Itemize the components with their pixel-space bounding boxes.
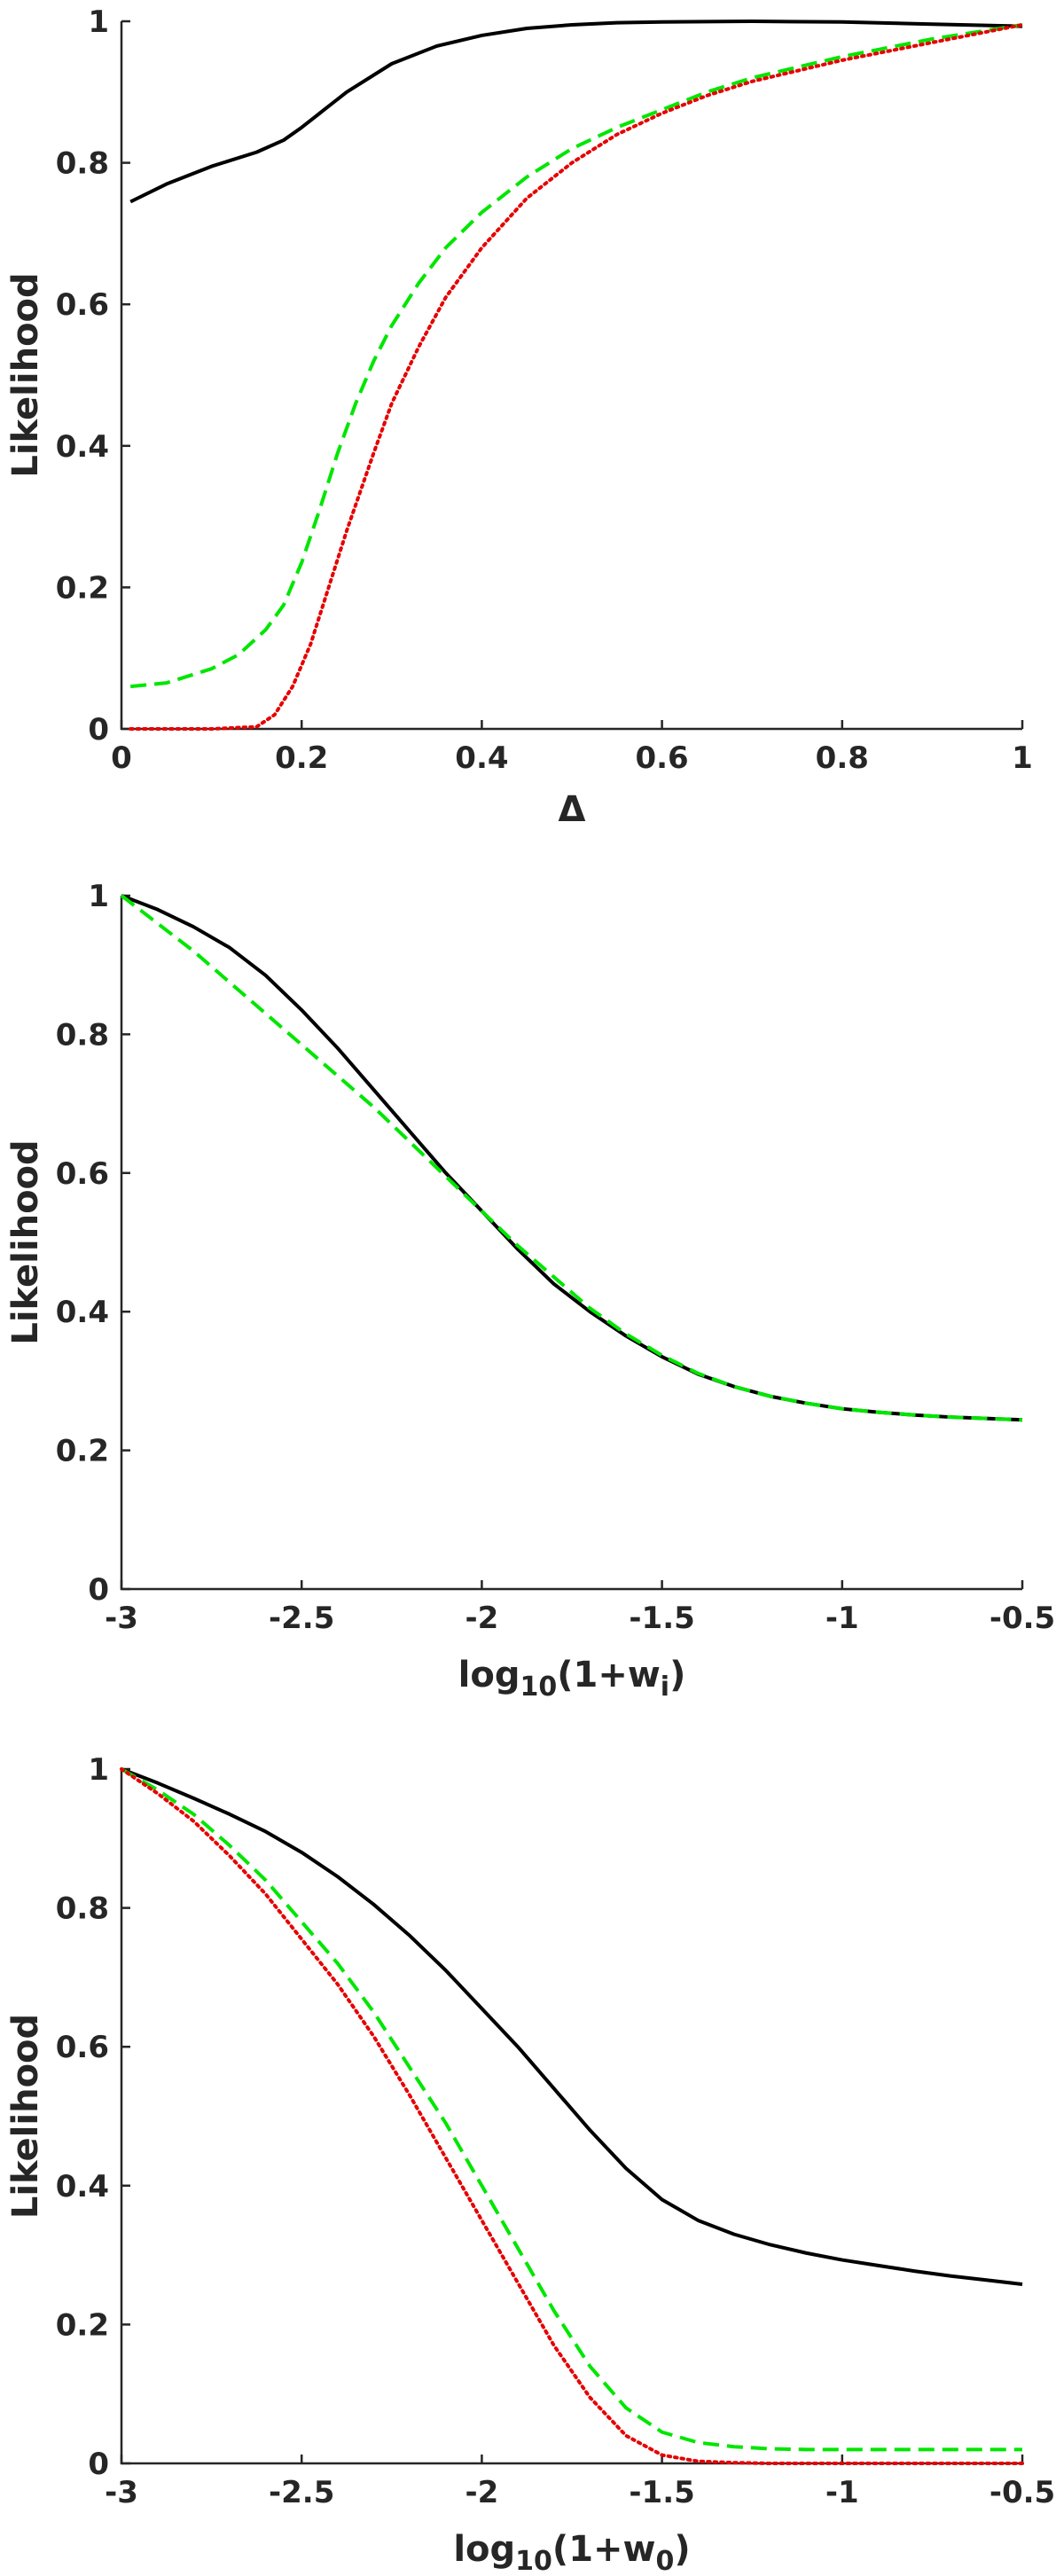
- x-axis-label-subscript: 10: [520, 1672, 557, 1703]
- y-tick-label: 0.6: [56, 1156, 109, 1192]
- series-line-solid: [121, 894, 1023, 1422]
- x-tick-label: 0.4: [455, 740, 508, 776]
- x-axis-label-part: ): [669, 1655, 685, 1695]
- x-tick-label: -0.5: [990, 2475, 1055, 2510]
- axes: [120, 21, 1022, 731]
- axes: [120, 896, 1022, 1591]
- x-tick-label: 0: [111, 740, 132, 776]
- x-axis-label-part: ): [674, 2529, 690, 2570]
- y-tick-label: 0: [88, 1572, 109, 1608]
- x-axis-label-part: log: [458, 1655, 520, 1695]
- y-tick-label: 0.2: [56, 1434, 109, 1469]
- y-tick-label: 1: [88, 4, 109, 40]
- x-axis-label-subscript: 10: [515, 2546, 552, 2576]
- y-tick-label: 0.2: [56, 570, 109, 606]
- x-tick-label: -1: [825, 2475, 859, 2510]
- y-tick-label: 0: [88, 712, 109, 748]
- x-axis-label: Δ: [559, 789, 586, 830]
- x-tick-label: -3: [105, 1601, 138, 1636]
- x-axis-label-part: log: [453, 2529, 515, 2570]
- x-tick-label: 0.6: [635, 740, 688, 776]
- x-tick-label: -3: [105, 2475, 138, 2510]
- x-axis-label-part: (1+w: [552, 2529, 656, 2570]
- y-tick-label: 0.2: [56, 2307, 109, 2343]
- x-tick-label: -1: [825, 1601, 859, 1636]
- x-tick-label: -0.5: [990, 1601, 1055, 1636]
- series-line-dashed: [129, 23, 1023, 689]
- series-line-dotted: [120, 1767, 1024, 2465]
- series-line-dashed: [120, 1767, 1022, 2452]
- subplot-delta: 0 0.2 0.4 0.6 0.8 1 0 0.2 0.4 0.6 0.8 1 Likelihood Δ: [5, 4, 1033, 830]
- subplot-log-w0: -3 -2.5 -2 -1.5 -1 -0.5 0 0.2 0.4 0.6 0.8 1 Likeliho…: [5, 1752, 1055, 2576]
- y-axis-label: Likelihood: [5, 272, 46, 477]
- y-tick-label: 0.8: [56, 1891, 109, 1927]
- y-tick-label: 0.4: [56, 429, 109, 465]
- y-axis-label: Likelihood: [5, 2014, 46, 2219]
- y-tick-label: 0.4: [56, 1295, 109, 1330]
- x-tick-label: -2: [466, 1601, 499, 1636]
- y-tick-label: 1: [88, 879, 109, 914]
- x-tick-label: -2: [466, 2475, 499, 2510]
- y-tick-label: 0.4: [56, 2169, 109, 2204]
- y-tick-label: 0.8: [56, 146, 109, 182]
- x-axis-label: log10(1+wi): [458, 1655, 686, 1703]
- y-tick-label: 0: [88, 2447, 109, 2482]
- x-tick-label: 0.2: [275, 740, 328, 776]
- x-axis-label-subscript: i: [661, 1672, 669, 1703]
- x-tick-label: -1.5: [629, 2475, 694, 2510]
- y-tick-label: 1: [88, 1752, 109, 1788]
- x-axis-label-part: (1+w: [557, 1655, 661, 1695]
- y-tick-label: 0.8: [56, 1017, 109, 1053]
- series-line-solid: [129, 20, 1023, 204]
- series-line-dotted: [129, 22, 1024, 731]
- series-line-solid: [121, 1767, 1023, 2286]
- x-tick-label: -2.5: [269, 2475, 334, 2510]
- y-axis-label: Likelihood: [5, 1139, 46, 1344]
- y-tick-label: 0.6: [56, 287, 109, 323]
- x-tick-label: -1.5: [629, 1601, 694, 1636]
- x-tick-label: 1: [1012, 740, 1033, 776]
- x-tick-label: 0.8: [816, 740, 869, 776]
- series-line-dashed: [120, 894, 1023, 1422]
- x-axis-label: log10(1+w0): [453, 2529, 690, 2576]
- y-tick-label: 0.6: [56, 2030, 109, 2065]
- x-tick-label: -2.5: [269, 1601, 334, 1636]
- x-axis-label-subscript: 0: [656, 2546, 675, 2576]
- subplot-log-wi: -3 -2.5 -2 -1.5 -1 -0.5 0 0.2 0.4 0.6 0.8 1 Likeliho…: [5, 879, 1055, 1703]
